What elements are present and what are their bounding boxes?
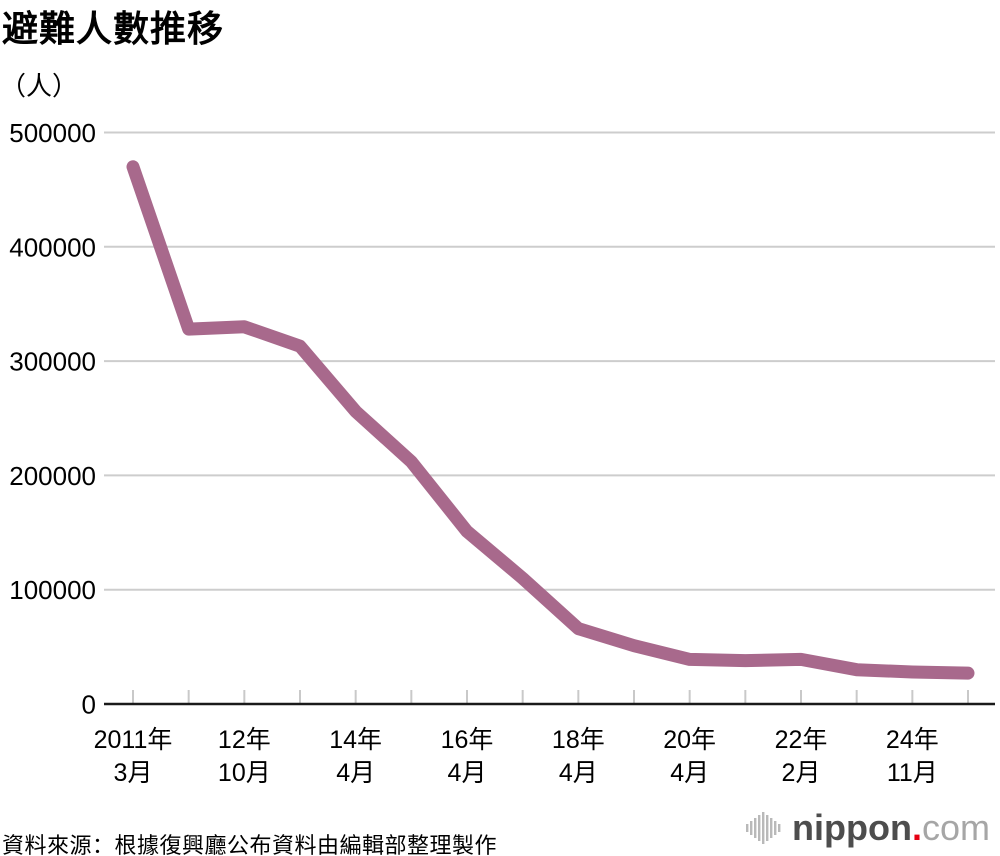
y-tick-label-500000: 500000 <box>9 118 96 148</box>
y-tick-label-0: 0 <box>82 690 96 720</box>
x-tick-label-2: 12年 10月 <box>218 726 271 787</box>
nippon-logo: nippon. com <box>746 806 990 850</box>
chart-title: 避難人數推移 <box>2 8 225 49</box>
data-line-evacuees <box>126 160 975 680</box>
x-tick-label-6: 16年 4月 <box>441 726 494 787</box>
y-tick-label-100000: 100000 <box>9 575 96 605</box>
y-axis-unit-label: （人） <box>0 71 79 101</box>
x-tick-label-0: 2011年 3月 <box>94 726 173 787</box>
x-tick-label-4: 14年 4月 <box>329 726 382 787</box>
logo-text-com: com <box>921 807 990 848</box>
x-tick-label-10: 20年 4月 <box>663 726 716 787</box>
source-note: 資料來源：根據復興廳公布資料由編輯部整理製作 <box>2 833 498 856</box>
y-tick-label-400000: 400000 <box>9 232 96 262</box>
logo-dot: . <box>911 807 922 848</box>
evacuees-line-chart: 0 100000 200000 300000 400000 500000 2011年 3月 12… <box>9 118 995 787</box>
y-tick-label-200000: 200000 <box>9 461 96 491</box>
x-tick-label-12: 22年 2月 <box>775 726 828 787</box>
y-tick-label-300000: 300000 <box>9 347 96 377</box>
logo-text-nippon: nippon <box>792 807 912 848</box>
x-tick-label-14: 24年 11月 <box>886 726 939 787</box>
audio-bars-icon <box>746 812 781 844</box>
x-tick-label-8: 18年 4月 <box>552 726 605 787</box>
